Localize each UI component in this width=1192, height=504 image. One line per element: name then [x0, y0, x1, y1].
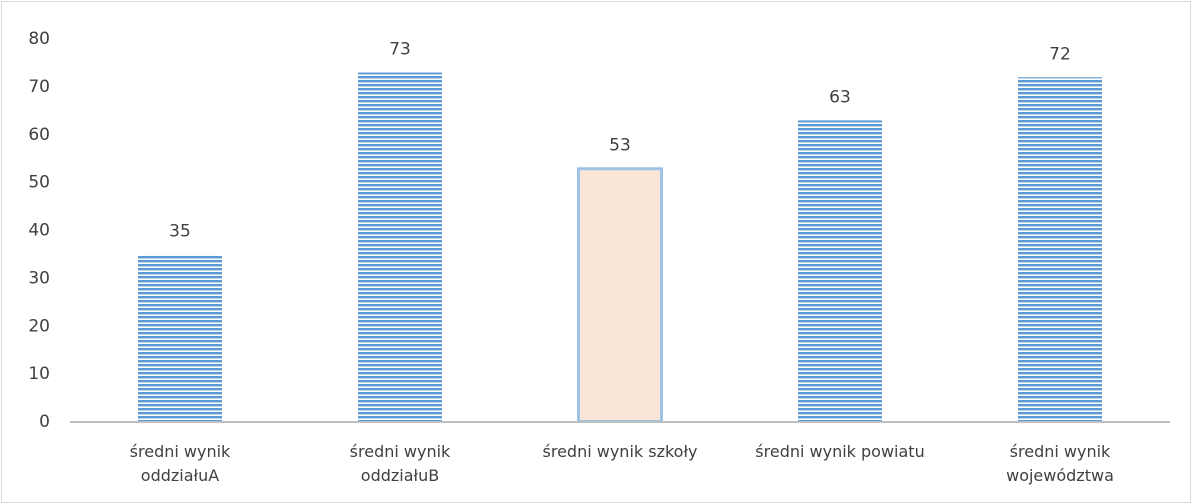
bar	[580, 170, 660, 420]
data-label: 73	[389, 40, 411, 60]
y-tick-label: 40	[28, 221, 50, 241]
y-tick-label: 70	[28, 77, 50, 97]
x-tick-label: średni wynik oddziałuA	[129, 442, 231, 485]
y-tick-label: 20	[28, 316, 50, 336]
data-label: 35	[169, 221, 191, 241]
bar	[138, 254, 222, 422]
data-label: 72	[1049, 44, 1071, 64]
x-tick-label: średni wynik powiatu	[755, 442, 925, 461]
bar	[358, 72, 442, 422]
data-label: 63	[829, 87, 851, 107]
y-tick-label: 30	[28, 268, 50, 288]
x-tick-label: średni wynik oddziałuB	[349, 442, 451, 485]
bar	[1018, 77, 1102, 423]
y-tick-label: 80	[28, 29, 50, 49]
x-tick-label: średni wynik województwa	[1006, 442, 1114, 485]
y-tick-label: 0	[39, 412, 50, 432]
y-tick-label: 50	[28, 173, 50, 193]
bar	[798, 120, 882, 422]
x-tick-label: średni wynik szkoły	[542, 442, 698, 461]
y-tick-label: 60	[28, 125, 50, 145]
data-label: 53	[609, 135, 631, 155]
y-tick-label: 10	[28, 364, 50, 384]
